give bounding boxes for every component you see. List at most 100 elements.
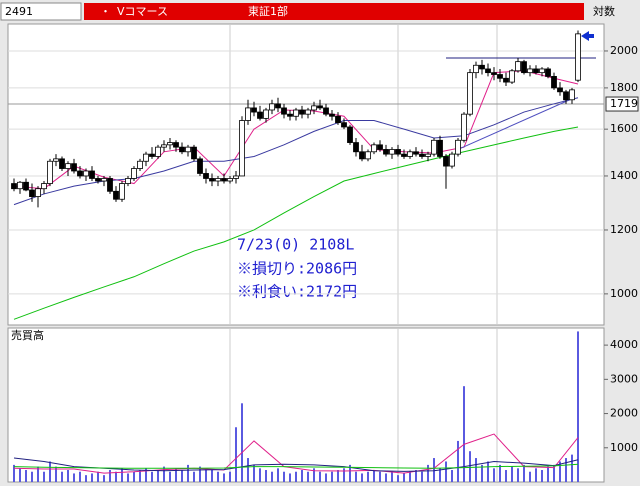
volume-bar — [319, 471, 321, 482]
candle-body — [545, 68, 551, 77]
volume-bar — [265, 470, 267, 482]
volume-average — [13, 463, 579, 469]
candle-body — [161, 144, 167, 148]
volume-bar — [331, 471, 333, 482]
volume-bar — [253, 464, 255, 482]
volume-bar — [403, 473, 405, 482]
candle-body — [503, 77, 509, 83]
candle-body — [95, 178, 101, 182]
volume-bar — [211, 470, 213, 482]
candle-body — [557, 87, 563, 93]
candle-body — [389, 149, 395, 155]
candle-body — [461, 113, 467, 141]
candle-body — [41, 183, 47, 190]
candle-body — [275, 103, 281, 109]
annotation: 7/23(0) 2108L — [237, 236, 354, 254]
candle-body — [203, 173, 209, 179]
volume-label: 売買高 — [11, 328, 44, 342]
volume-bar — [157, 470, 159, 482]
candle-body — [23, 181, 29, 191]
candle-body — [113, 190, 119, 200]
volume-bar — [307, 471, 309, 482]
candle-body — [167, 142, 173, 146]
candle-body — [515, 61, 521, 72]
volume-bar — [121, 468, 123, 482]
candle-body — [227, 178, 233, 182]
volume-bar — [493, 468, 495, 482]
candle-body — [521, 61, 527, 74]
candle-body — [215, 178, 221, 182]
volume-bar — [481, 464, 483, 482]
volume-bar — [427, 464, 429, 482]
arrow — [581, 31, 594, 41]
candle-body — [65, 163, 71, 169]
candle-body — [17, 181, 23, 190]
y-tick-label: 2000 — [610, 407, 638, 420]
bullet: ・ — [100, 5, 111, 18]
candle-body — [491, 72, 497, 75]
volume-bar — [193, 471, 195, 482]
volume-bar — [79, 471, 81, 482]
candle-body — [575, 33, 581, 81]
volume-bar — [19, 468, 21, 482]
candle-body — [533, 68, 539, 74]
candle-body — [77, 170, 83, 177]
volume-bar — [223, 473, 225, 482]
candle-body — [443, 156, 449, 167]
candle-body — [185, 146, 191, 153]
volume-bar — [499, 464, 501, 482]
volume-bar — [259, 468, 261, 482]
vertical-grid — [229, 24, 498, 482]
candle-body — [485, 68, 491, 74]
candle-body — [137, 160, 143, 169]
volume-bar — [133, 471, 135, 482]
candle-body — [293, 109, 299, 117]
candle-body — [119, 183, 125, 200]
candle-body — [431, 139, 437, 155]
volume-bar — [313, 468, 315, 482]
volume-bar — [91, 473, 93, 482]
volume-panel — [7, 327, 605, 483]
volume-bar — [145, 468, 147, 482]
candle-body — [299, 109, 305, 115]
volume-bar — [439, 468, 441, 482]
candle-body — [281, 107, 287, 115]
volume-bar — [175, 468, 177, 482]
candle-body — [413, 151, 419, 155]
candle-body — [89, 170, 95, 179]
candle-body — [131, 168, 137, 179]
volume-bar — [277, 468, 279, 482]
candle-body — [335, 115, 341, 124]
trend-line — [457, 98, 573, 150]
candle-body — [455, 139, 461, 155]
volume-bar — [535, 468, 537, 482]
volume-bar — [367, 471, 369, 482]
candle-body — [233, 175, 239, 179]
candle-body — [569, 89, 575, 101]
volume-bar — [229, 471, 231, 482]
candle-body — [341, 122, 347, 128]
annotation: ※損切り:2086円 — [237, 260, 357, 278]
candle-body — [563, 91, 569, 101]
candle-body — [179, 146, 185, 153]
volume-bar — [109, 470, 111, 482]
volume-bar — [457, 440, 459, 482]
volume-bar — [433, 458, 435, 482]
candle-body — [479, 64, 485, 70]
candle-body — [437, 139, 443, 157]
candle-body — [347, 126, 353, 143]
volume-bar — [343, 468, 345, 482]
volume-bar — [37, 466, 39, 482]
volume-bar — [577, 331, 579, 482]
candle-body — [149, 153, 155, 157]
candle-body — [509, 70, 515, 83]
volume-bar — [295, 471, 297, 482]
volume-bar — [355, 471, 357, 482]
candle-body — [317, 105, 323, 109]
volume-bar — [415, 470, 417, 482]
candle-body — [527, 68, 533, 74]
candle-body — [419, 153, 425, 157]
candle-body — [323, 107, 329, 115]
volume-bar — [361, 473, 363, 482]
name-bar — [84, 3, 584, 20]
